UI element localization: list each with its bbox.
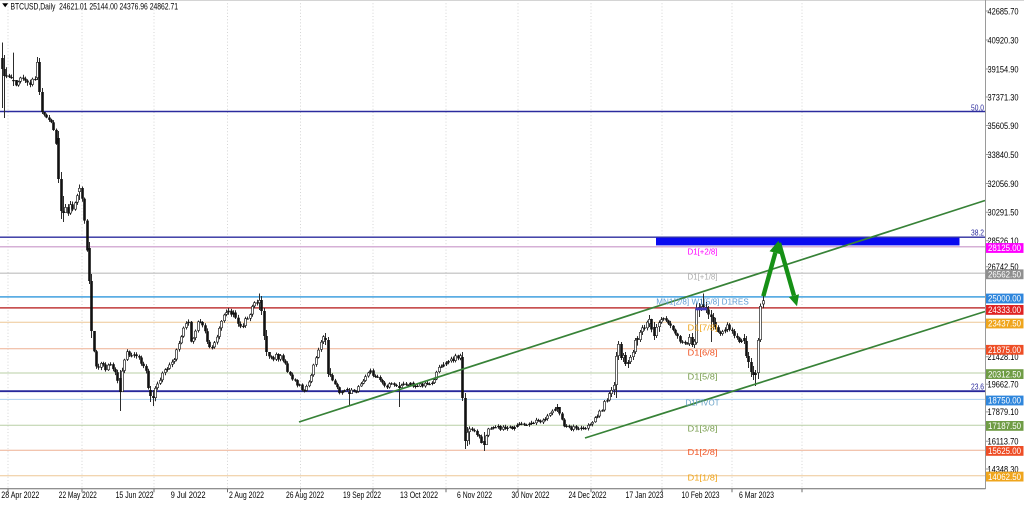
svg-text:28 Apr 2022: 28 Apr 2022 [1,489,39,500]
svg-text:37371.30: 37371.30 [988,91,1019,102]
svg-text:D1[6/8]: D1[6/8] [688,347,718,357]
svg-text:D1[2/8]: D1[2/8] [688,447,718,457]
svg-text:15625.00: 15625.00 [988,446,1021,456]
svg-text:14348.30: 14348.30 [988,463,1019,474]
svg-text:D1[7/8]: D1[7/8] [688,322,718,332]
svg-text:6 Mar 2023: 6 Mar 2023 [739,489,774,500]
svg-text:MN1[2/8] W1[5/8] D1RES: MN1[2/8] W1[5/8] D1RES [656,297,749,307]
svg-text:13 Oct 2022: 13 Oct 2022 [400,489,438,500]
svg-text:17 Jan 2023: 17 Jan 2023 [626,489,664,500]
svg-text:23437.50: 23437.50 [988,319,1021,329]
svg-text:D1[3/8]: D1[3/8] [688,423,718,433]
svg-text:14062.50: 14062.50 [988,472,1021,482]
svg-text:20312.50: 20312.50 [988,369,1021,379]
svg-text:35605.90: 35605.90 [988,120,1019,131]
svg-text:D1[+1/8]: D1[+1/8] [688,272,718,282]
svg-text:D1PIVOT: D1PIVOT [686,398,721,408]
svg-text:18750.00: 18750.00 [988,396,1021,406]
svg-text:38.2: 38.2 [971,229,984,238]
svg-text:2 Aug 2022: 2 Aug 2022 [229,489,264,500]
svg-text:26 Aug 2022: 26 Aug 2022 [286,489,324,500]
svg-text:17879.10: 17879.10 [988,406,1019,417]
svg-text:22 May 2022: 22 May 2022 [59,489,97,500]
svg-text:16113.70: 16113.70 [988,436,1019,447]
svg-text:D1[+2/8]: D1[+2/8] [688,247,718,257]
svg-text:30 Nov 2022: 30 Nov 2022 [512,489,550,500]
svg-text:BTCUSD,Daily 24621.01 25144.0: BTCUSD,Daily 24621.01 25144.00 24376.96 … [11,1,179,11]
svg-text:24333.00: 24333.00 [988,305,1021,315]
svg-text:15 Jun 2022: 15 Jun 2022 [116,489,154,500]
svg-text:26562.50: 26562.50 [988,270,1021,280]
svg-text:23.6: 23.6 [971,383,984,392]
svg-text:D1[5/8]: D1[5/8] [688,372,718,382]
svg-text:10 Feb 2023: 10 Feb 2023 [682,489,720,500]
svg-text:39154.90: 39154.90 [988,63,1019,74]
svg-text:28526.10: 28526.10 [988,235,1019,246]
svg-text:28125.00: 28125.00 [988,243,1021,253]
svg-text:30291.50: 30291.50 [988,207,1019,218]
svg-text:21875.00: 21875.00 [988,345,1021,355]
svg-text:25000.00: 25000.00 [988,294,1021,304]
svg-text:9 Jul 2022: 9 Jul 2022 [171,489,206,500]
svg-text:17187.50: 17187.50 [988,421,1021,431]
svg-text:32056.90: 32056.90 [988,178,1019,189]
svg-text:21428.10: 21428.10 [988,351,1019,362]
svg-text:42685.70: 42685.70 [988,5,1019,16]
svg-text:19662.70: 19662.70 [988,379,1019,390]
svg-text:19 Sep 2022: 19 Sep 2022 [343,489,381,500]
svg-text:50.0: 50.0 [971,103,984,112]
svg-text:6 Nov 2022: 6 Nov 2022 [457,489,492,500]
svg-text:24 Dec 2022: 24 Dec 2022 [569,489,607,500]
svg-text:D1[1/8]: D1[1/8] [688,473,718,483]
svg-text:26742.50: 26742.50 [988,261,1019,272]
svg-text:33840.50: 33840.50 [988,149,1019,160]
svg-text:40920.30: 40920.30 [988,34,1019,45]
